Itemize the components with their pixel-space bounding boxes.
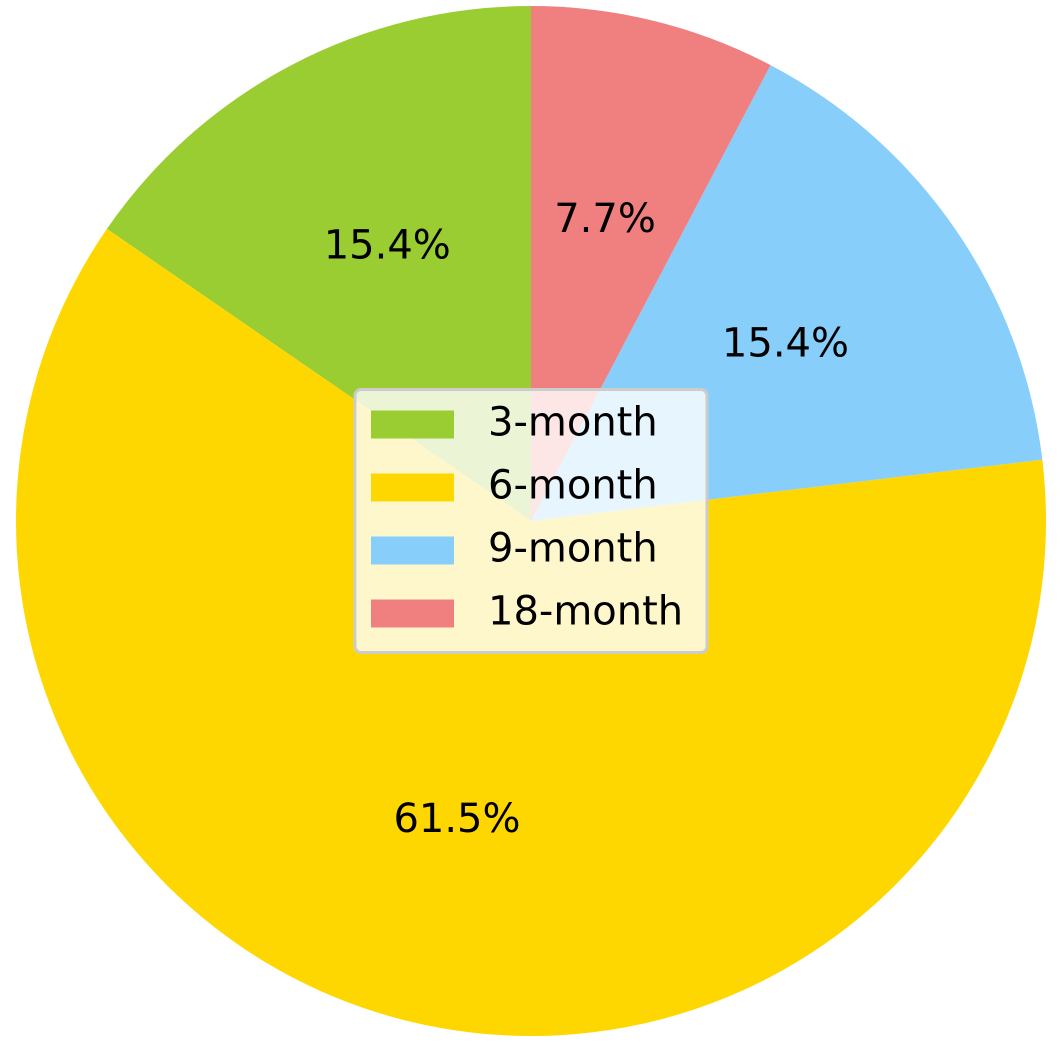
legend-label: 18-month	[488, 589, 683, 635]
value-label: 15.4%	[722, 321, 849, 367]
legend-swatch	[371, 473, 454, 502]
legend-swatch	[371, 410, 454, 439]
legend-swatch	[371, 536, 454, 565]
value-label: 61.5%	[393, 796, 520, 842]
legend-swatch	[371, 599, 454, 628]
legend-label: 6-month	[488, 463, 658, 509]
value-label: 15.4%	[324, 222, 451, 268]
legend-label: 9-month	[488, 526, 658, 572]
legend-box	[353, 388, 709, 654]
legend-label: 3-month	[488, 400, 658, 446]
value-label: 7.7%	[554, 196, 656, 242]
legend: 3-month 6-month 9-month 18-month	[353, 388, 709, 654]
